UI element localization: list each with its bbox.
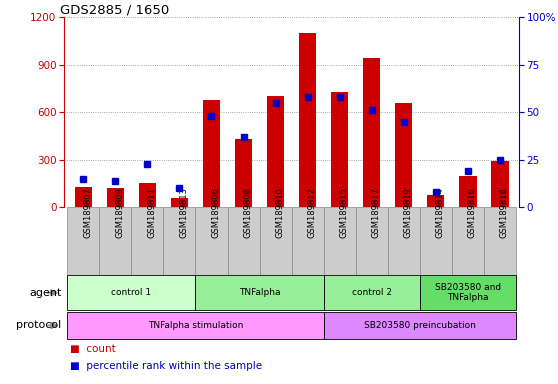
Bar <box>132 207 163 275</box>
Text: GDS2885 / 1650: GDS2885 / 1650 <box>60 3 169 16</box>
Text: control 2: control 2 <box>352 288 392 297</box>
Bar <box>68 275 195 310</box>
Bar <box>228 207 259 275</box>
Bar <box>363 58 381 207</box>
Text: GSM189811: GSM189811 <box>147 187 156 238</box>
Bar <box>68 207 99 275</box>
Bar <box>324 312 516 339</box>
Text: GSM189818: GSM189818 <box>500 187 509 238</box>
Bar <box>427 195 445 207</box>
Bar <box>355 207 388 275</box>
Bar <box>68 312 324 339</box>
Text: GSM189807: GSM189807 <box>83 187 93 238</box>
Text: SB203580 and
TNFalpha: SB203580 and TNFalpha <box>435 283 501 303</box>
Bar <box>331 92 348 207</box>
Text: GSM189809: GSM189809 <box>116 187 124 238</box>
Bar <box>107 189 124 207</box>
Text: GSM189817: GSM189817 <box>372 187 381 238</box>
Text: GSM189814: GSM189814 <box>436 187 445 238</box>
Bar <box>171 198 188 207</box>
Bar <box>459 176 477 207</box>
Bar <box>99 207 132 275</box>
Text: TNFalpha stimulation: TNFalpha stimulation <box>148 321 243 330</box>
Bar <box>395 103 412 207</box>
Text: GSM189810: GSM189810 <box>276 187 285 238</box>
Text: GSM189808: GSM189808 <box>243 187 253 238</box>
Bar <box>299 33 316 207</box>
Bar <box>195 275 324 310</box>
Bar <box>491 161 508 207</box>
Bar <box>388 207 420 275</box>
Text: GSM189806: GSM189806 <box>211 187 220 238</box>
Bar <box>75 187 92 207</box>
Bar <box>291 207 324 275</box>
Text: GSM189812: GSM189812 <box>307 187 316 238</box>
Text: GSM189816: GSM189816 <box>468 187 477 238</box>
Bar <box>420 275 516 310</box>
Bar <box>195 207 228 275</box>
Text: ■  percentile rank within the sample: ■ percentile rank within the sample <box>70 361 262 371</box>
Bar <box>203 100 220 207</box>
Bar <box>235 139 252 207</box>
Text: GSM189813: GSM189813 <box>180 187 189 238</box>
Text: TNFalpha: TNFalpha <box>239 288 280 297</box>
Bar <box>484 207 516 275</box>
Text: GSM189815: GSM189815 <box>340 187 349 238</box>
Text: protocol: protocol <box>16 320 61 331</box>
Text: ■  count: ■ count <box>70 344 116 354</box>
Bar <box>324 275 420 310</box>
Bar <box>163 207 195 275</box>
Bar <box>420 207 451 275</box>
Text: control 1: control 1 <box>112 288 151 297</box>
Bar <box>138 183 156 207</box>
Text: GSM189819: GSM189819 <box>403 187 413 238</box>
Text: SB203580 preincubation: SB203580 preincubation <box>364 321 475 330</box>
Bar <box>267 96 285 207</box>
Bar <box>451 207 484 275</box>
Bar <box>324 207 355 275</box>
Bar <box>259 207 291 275</box>
Text: agent: agent <box>29 288 61 298</box>
